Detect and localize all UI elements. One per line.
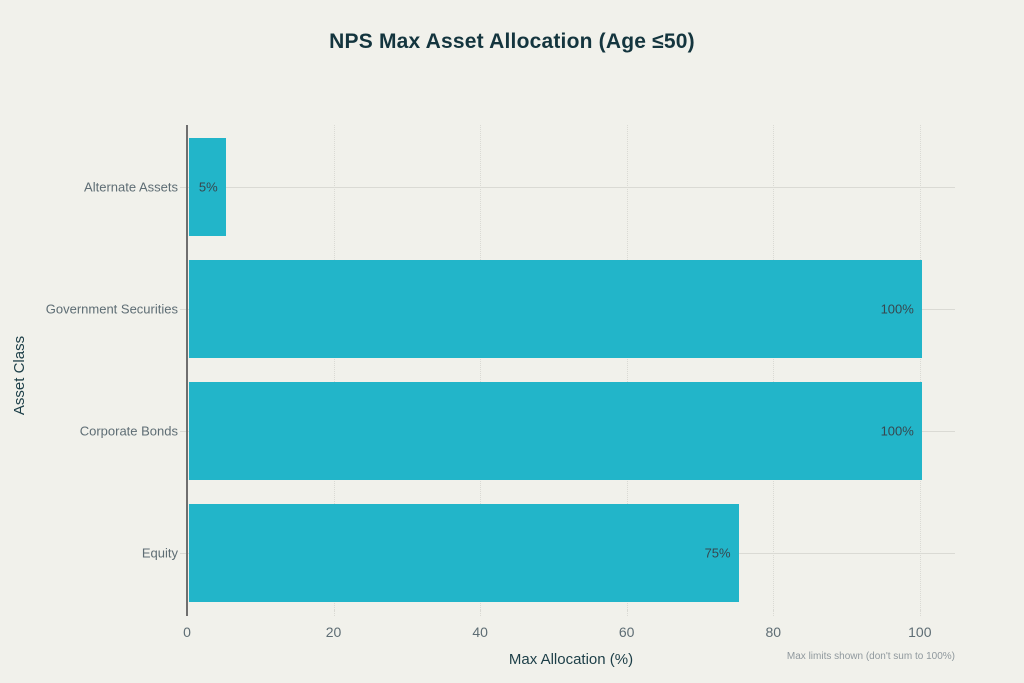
bar: 5% (189, 138, 226, 236)
vertical-gridline (480, 125, 482, 610)
y-tick-mark (180, 553, 186, 554)
y-tick-mark (180, 187, 186, 188)
bar: 75% (189, 504, 739, 602)
y-category-label: Corporate Bonds (79, 423, 178, 439)
bar: 100% (189, 382, 922, 480)
vertical-gridline (626, 125, 628, 610)
x-axis-title: Max Allocation (%) (508, 651, 634, 668)
vertical-gridline (333, 125, 335, 610)
x-tick-mark (333, 610, 335, 616)
x-tick-label: 80 (765, 624, 782, 640)
y-category-label: Alternate Assets (84, 179, 178, 195)
x-tick-label: 60 (618, 624, 635, 640)
bar: 100% (189, 260, 922, 358)
y-axis-title: Asset Class (11, 335, 28, 416)
bar-value-label: 100% (880, 423, 914, 439)
x-tick-mark (919, 610, 921, 616)
y-tick-mark (180, 309, 186, 310)
x-tick-label: 40 (472, 624, 488, 640)
x-tick-mark (626, 610, 628, 616)
y-axis-line (186, 125, 188, 616)
x-tick-label: 20 (325, 624, 342, 640)
x-tick-mark (480, 610, 482, 616)
chart-title: NPS Max Asset Allocation (Age ≤50) (329, 30, 695, 53)
x-tick-label: 100 (908, 624, 932, 640)
x-tick-mark (773, 610, 775, 616)
bar-value-label: 75% (704, 545, 731, 561)
plot-area: 5% 100% 100% 75% (187, 125, 955, 616)
chart-footnote: Max limits shown (don't sum to 100%) (786, 651, 955, 662)
y-category-label: Government Securities (45, 301, 178, 317)
x-tick-label: 0 (183, 624, 191, 640)
y-tick-mark (180, 431, 186, 432)
bar-value-label: 5% (198, 179, 218, 195)
bar-value-label: 100% (880, 301, 914, 317)
vertical-gridline (919, 125, 921, 610)
horizontal-gridline (188, 187, 955, 188)
vertical-gridline (773, 125, 775, 610)
y-category-label: Equity (141, 545, 178, 561)
